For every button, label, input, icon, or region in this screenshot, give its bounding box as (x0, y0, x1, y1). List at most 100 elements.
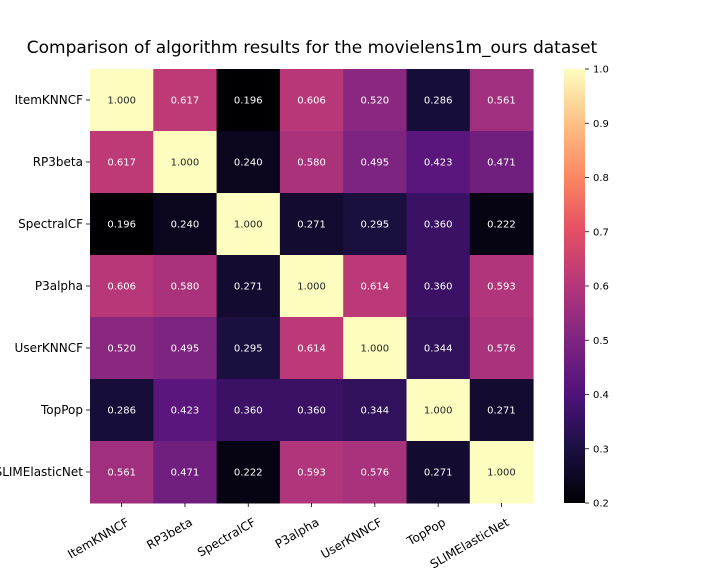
heatmap-cell (343, 69, 407, 132)
heatmap-cell (216, 441, 281, 504)
heatmap-cells: 1.000 0.617 0.196 0.606 0.520 0.286 0.561 0.617… (90, 69, 534, 504)
colorbar-gradient (564, 69, 585, 503)
row-tick-label: P3alpha (35, 279, 83, 293)
row-tick-label: TopPop (40, 403, 83, 417)
cell-value-label: 0.495 (171, 344, 200, 355)
cell-value-label: 1.000 (361, 344, 390, 355)
cell-value-label: 0.561 (107, 468, 136, 479)
colorbar-tick-label: 1.0 (593, 65, 609, 76)
cell-value-label: 0.606 (107, 282, 136, 293)
col-tick-label: SpectralCF (195, 515, 258, 560)
heatmap-cell (216, 69, 281, 132)
cell-value-label: 1.000 (487, 468, 516, 479)
heatmap-cell (279, 193, 344, 256)
cell-value-label: 0.360 (424, 282, 453, 293)
heatmap-cell (343, 255, 407, 318)
cell-value-label: 0.360 (424, 220, 453, 231)
heatmap-cell (153, 317, 218, 380)
cell-value-label: 0.471 (487, 158, 516, 169)
cell-value-label: 0.614 (297, 344, 326, 355)
heatmap-cell (406, 317, 471, 380)
cell-value-label: 0.271 (487, 406, 516, 417)
col-tick-label: RP3beta (144, 515, 195, 552)
heatmap-cell (343, 131, 407, 194)
colorbar-tick-label: 0.9 (593, 119, 609, 130)
cell-value-label: 0.196 (107, 220, 136, 231)
cell-value-label: 0.271 (424, 468, 453, 479)
heatmap-cell (90, 69, 154, 132)
heatmap-cell (469, 131, 534, 194)
cell-value-label: 0.495 (361, 158, 390, 169)
colorbar: 0.2 0.3 0.4 0.5 0.6 0.7 0.8 0.9 1.0 (564, 65, 609, 510)
col-tick-label: ItemKNNCF (65, 515, 131, 561)
cell-value-label: 0.271 (234, 282, 263, 293)
cell-value-label: 0.561 (487, 96, 516, 107)
colorbar-tick-label: 0.6 (593, 282, 609, 293)
cell-value-label: 0.423 (424, 158, 453, 169)
colorbar-tick-label: 0.2 (593, 499, 609, 510)
heatmap-cell (90, 441, 154, 504)
heatmap-cell (406, 255, 471, 318)
heatmap-cell (343, 193, 407, 256)
cell-value-label: 0.196 (234, 96, 263, 107)
heatmap-cell (279, 441, 344, 504)
heatmap-cell (153, 255, 218, 318)
colorbar-tick-label: 0.4 (593, 390, 609, 401)
chart-title: Comparison of algorithm results for the … (27, 38, 598, 58)
cell-value-label: 0.360 (297, 406, 326, 417)
row-tick-label: SpectralCF (18, 217, 83, 231)
heatmap-cell (153, 131, 218, 194)
heatmap-cell (469, 441, 534, 504)
cell-value-label: 0.520 (361, 96, 390, 107)
cell-value-label: 0.617 (171, 96, 200, 107)
row-tick-label: UserKNNCF (15, 341, 84, 355)
row-tick-label: SLIMElasticNet (0, 465, 83, 479)
heatmap-cell (279, 131, 344, 194)
colorbar-tick-label: 0.5 (593, 336, 609, 347)
cell-value-label: 0.606 (297, 96, 326, 107)
heatmap-cell (469, 379, 534, 442)
heatmap-cell (343, 441, 407, 504)
heatmap-cell (279, 69, 344, 132)
cell-value-label: 0.240 (234, 158, 263, 169)
cell-value-label: 0.593 (297, 468, 326, 479)
heatmap-cell (469, 69, 534, 132)
cell-value-label: 0.344 (424, 344, 453, 355)
heatmap-cell (279, 317, 344, 380)
cell-value-label: 0.271 (297, 220, 326, 231)
col-tick-label: UserKNNCF (318, 515, 384, 561)
heatmap-cell (469, 193, 534, 256)
heatmap-cell (216, 193, 281, 256)
colorbar-tick-label: 0.7 (593, 227, 609, 238)
cell-value-label: 0.295 (234, 344, 263, 355)
heatmap-cell (153, 379, 218, 442)
heatmap-cell (153, 193, 218, 256)
heatmap-cell (216, 379, 281, 442)
heatmap-cell (469, 255, 534, 318)
heatmap-cell (406, 193, 471, 256)
cell-value-label: 0.471 (171, 468, 200, 479)
heatmap-cell (279, 379, 344, 442)
heatmap-cell (406, 441, 471, 504)
cell-value-label: 0.593 (487, 282, 516, 293)
cell-value-label: 0.286 (424, 96, 453, 107)
heatmap-cell (90, 255, 154, 318)
col-tick-label: P3alpha (273, 515, 322, 551)
cell-value-label: 0.580 (297, 158, 326, 169)
cell-value-label: 0.286 (107, 406, 136, 417)
heatmap-cell (216, 255, 281, 318)
cell-value-label: 1.000 (171, 158, 200, 169)
cell-value-label: 1.000 (424, 406, 453, 417)
cell-value-label: 0.295 (361, 220, 390, 231)
heatmap-cell (469, 317, 534, 380)
cell-value-label: 0.344 (361, 406, 390, 417)
heatmap-cell (153, 69, 218, 132)
cell-value-label: 0.614 (361, 282, 390, 293)
cell-value-label: 1.000 (107, 96, 136, 107)
heatmap-cell (216, 317, 281, 380)
row-tick-label: ItemKNNCF (15, 93, 84, 107)
colorbar-tick-label: 0.8 (593, 173, 609, 184)
heatmap-cell (90, 193, 154, 256)
heatmap-cell (406, 131, 471, 194)
